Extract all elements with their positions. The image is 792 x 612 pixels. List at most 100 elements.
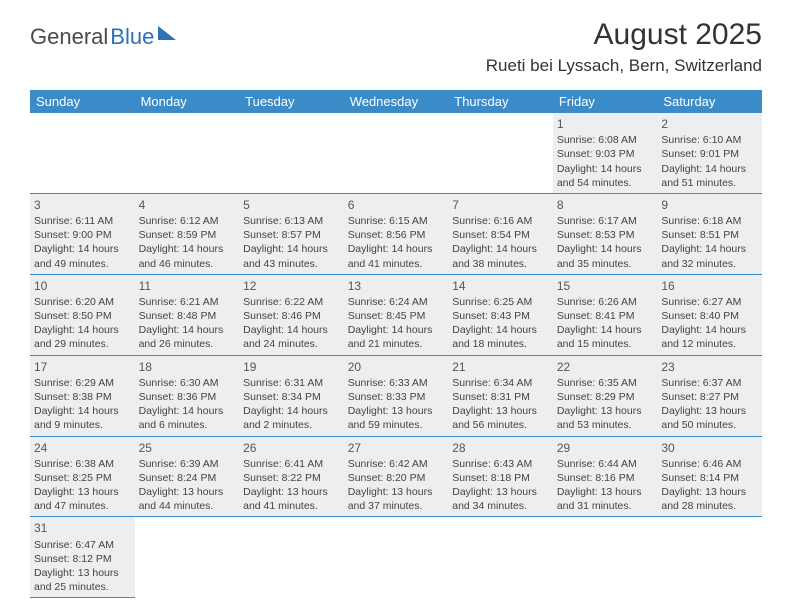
day-cell bbox=[30, 113, 135, 193]
day-number: 5 bbox=[243, 197, 340, 213]
logo-word2: Blue bbox=[110, 24, 154, 50]
sunset-text: Sunset: 8:14 PM bbox=[661, 471, 758, 485]
day-header: Tuesday bbox=[239, 90, 344, 113]
day-cell: 30Sunrise: 6:46 AMSunset: 8:14 PMDayligh… bbox=[657, 436, 762, 517]
day-cell bbox=[553, 517, 658, 598]
sunset-text: Sunset: 8:12 PM bbox=[34, 552, 131, 566]
sunrise-text: Sunrise: 6:31 AM bbox=[243, 376, 340, 390]
day-number: 11 bbox=[139, 278, 236, 294]
day-cell: 19Sunrise: 6:31 AMSunset: 8:34 PMDayligh… bbox=[239, 355, 344, 436]
week-row: 24Sunrise: 6:38 AMSunset: 8:25 PMDayligh… bbox=[30, 436, 762, 517]
day-number: 15 bbox=[557, 278, 654, 294]
daylight-text: Daylight: 14 hours and 35 minutes. bbox=[557, 242, 654, 270]
day-cell bbox=[657, 517, 762, 598]
sunrise-text: Sunrise: 6:21 AM bbox=[139, 295, 236, 309]
week-row: 3Sunrise: 6:11 AMSunset: 9:00 PMDaylight… bbox=[30, 193, 762, 274]
daylight-text: Daylight: 14 hours and 51 minutes. bbox=[661, 162, 758, 190]
day-cell bbox=[239, 113, 344, 193]
day-number: 1 bbox=[557, 116, 654, 132]
daylight-text: Daylight: 14 hours and 9 minutes. bbox=[34, 404, 131, 432]
sunset-text: Sunset: 9:00 PM bbox=[34, 228, 131, 242]
sunset-text: Sunset: 8:33 PM bbox=[348, 390, 445, 404]
day-number: 23 bbox=[661, 359, 758, 375]
daylight-text: Daylight: 13 hours and 59 minutes. bbox=[348, 404, 445, 432]
daylight-text: Daylight: 13 hours and 44 minutes. bbox=[139, 485, 236, 513]
day-cell: 9Sunrise: 6:18 AMSunset: 8:51 PMDaylight… bbox=[657, 193, 762, 274]
day-number: 9 bbox=[661, 197, 758, 213]
sunset-text: Sunset: 8:41 PM bbox=[557, 309, 654, 323]
daylight-text: Daylight: 13 hours and 37 minutes. bbox=[348, 485, 445, 513]
day-cell: 26Sunrise: 6:41 AMSunset: 8:22 PMDayligh… bbox=[239, 436, 344, 517]
sunset-text: Sunset: 8:57 PM bbox=[243, 228, 340, 242]
day-cell: 25Sunrise: 6:39 AMSunset: 8:24 PMDayligh… bbox=[135, 436, 240, 517]
sunset-text: Sunset: 8:50 PM bbox=[34, 309, 131, 323]
sunrise-text: Sunrise: 6:34 AM bbox=[452, 376, 549, 390]
sunrise-text: Sunrise: 6:42 AM bbox=[348, 457, 445, 471]
daylight-text: Daylight: 13 hours and 25 minutes. bbox=[34, 566, 131, 594]
sunrise-text: Sunrise: 6:39 AM bbox=[139, 457, 236, 471]
daylight-text: Daylight: 14 hours and 49 minutes. bbox=[34, 242, 131, 270]
day-number: 20 bbox=[348, 359, 445, 375]
day-number: 8 bbox=[557, 197, 654, 213]
day-cell: 1Sunrise: 6:08 AMSunset: 9:03 PMDaylight… bbox=[553, 113, 658, 193]
day-header: Saturday bbox=[657, 90, 762, 113]
sunrise-text: Sunrise: 6:08 AM bbox=[557, 133, 654, 147]
sunrise-text: Sunrise: 6:10 AM bbox=[661, 133, 758, 147]
sunset-text: Sunset: 8:54 PM bbox=[452, 228, 549, 242]
sunrise-text: Sunrise: 6:37 AM bbox=[661, 376, 758, 390]
sunrise-text: Sunrise: 6:35 AM bbox=[557, 376, 654, 390]
day-cell: 5Sunrise: 6:13 AMSunset: 8:57 PMDaylight… bbox=[239, 193, 344, 274]
day-header-row: SundayMondayTuesdayWednesdayThursdayFrid… bbox=[30, 90, 762, 113]
sunset-text: Sunset: 8:20 PM bbox=[348, 471, 445, 485]
sunset-text: Sunset: 8:36 PM bbox=[139, 390, 236, 404]
day-cell: 4Sunrise: 6:12 AMSunset: 8:59 PMDaylight… bbox=[135, 193, 240, 274]
sunset-text: Sunset: 8:51 PM bbox=[661, 228, 758, 242]
sunrise-text: Sunrise: 6:16 AM bbox=[452, 214, 549, 228]
day-cell bbox=[239, 517, 344, 598]
day-number: 21 bbox=[452, 359, 549, 375]
sunset-text: Sunset: 9:03 PM bbox=[557, 147, 654, 161]
day-number: 17 bbox=[34, 359, 131, 375]
week-row: 31Sunrise: 6:47 AMSunset: 8:12 PMDayligh… bbox=[30, 517, 762, 598]
day-number: 22 bbox=[557, 359, 654, 375]
day-header: Thursday bbox=[448, 90, 553, 113]
sunset-text: Sunset: 8:24 PM bbox=[139, 471, 236, 485]
daylight-text: Daylight: 14 hours and 6 minutes. bbox=[139, 404, 236, 432]
day-cell: 2Sunrise: 6:10 AMSunset: 9:01 PMDaylight… bbox=[657, 113, 762, 193]
sunset-text: Sunset: 8:31 PM bbox=[452, 390, 549, 404]
sunset-text: Sunset: 8:25 PM bbox=[34, 471, 131, 485]
day-number: 24 bbox=[34, 440, 131, 456]
day-number: 27 bbox=[348, 440, 445, 456]
day-cell: 12Sunrise: 6:22 AMSunset: 8:46 PMDayligh… bbox=[239, 274, 344, 355]
daylight-text: Daylight: 13 hours and 50 minutes. bbox=[661, 404, 758, 432]
sunset-text: Sunset: 8:34 PM bbox=[243, 390, 340, 404]
week-row: 1Sunrise: 6:08 AMSunset: 9:03 PMDaylight… bbox=[30, 113, 762, 193]
sunrise-text: Sunrise: 6:33 AM bbox=[348, 376, 445, 390]
day-header: Sunday bbox=[30, 90, 135, 113]
day-cell: 28Sunrise: 6:43 AMSunset: 8:18 PMDayligh… bbox=[448, 436, 553, 517]
day-cell: 31Sunrise: 6:47 AMSunset: 8:12 PMDayligh… bbox=[30, 517, 135, 598]
day-cell: 13Sunrise: 6:24 AMSunset: 8:45 PMDayligh… bbox=[344, 274, 449, 355]
day-number: 2 bbox=[661, 116, 758, 132]
day-number: 18 bbox=[139, 359, 236, 375]
sunrise-text: Sunrise: 6:12 AM bbox=[139, 214, 236, 228]
day-cell bbox=[135, 113, 240, 193]
day-number: 31 bbox=[34, 520, 131, 536]
sunset-text: Sunset: 8:45 PM bbox=[348, 309, 445, 323]
day-header: Monday bbox=[135, 90, 240, 113]
daylight-text: Daylight: 14 hours and 54 minutes. bbox=[557, 162, 654, 190]
day-cell: 22Sunrise: 6:35 AMSunset: 8:29 PMDayligh… bbox=[553, 355, 658, 436]
day-number: 7 bbox=[452, 197, 549, 213]
location-text: Rueti bei Lyssach, Bern, Switzerland bbox=[486, 56, 762, 76]
sunset-text: Sunset: 8:40 PM bbox=[661, 309, 758, 323]
sunrise-text: Sunrise: 6:25 AM bbox=[452, 295, 549, 309]
day-cell: 21Sunrise: 6:34 AMSunset: 8:31 PMDayligh… bbox=[448, 355, 553, 436]
day-number: 30 bbox=[661, 440, 758, 456]
sunrise-text: Sunrise: 6:30 AM bbox=[139, 376, 236, 390]
sunset-text: Sunset: 8:29 PM bbox=[557, 390, 654, 404]
daylight-text: Daylight: 13 hours and 31 minutes. bbox=[557, 485, 654, 513]
month-title: August 2025 bbox=[486, 18, 762, 52]
day-cell: 14Sunrise: 6:25 AMSunset: 8:43 PMDayligh… bbox=[448, 274, 553, 355]
daylight-text: Daylight: 14 hours and 18 minutes. bbox=[452, 323, 549, 351]
day-cell bbox=[448, 517, 553, 598]
